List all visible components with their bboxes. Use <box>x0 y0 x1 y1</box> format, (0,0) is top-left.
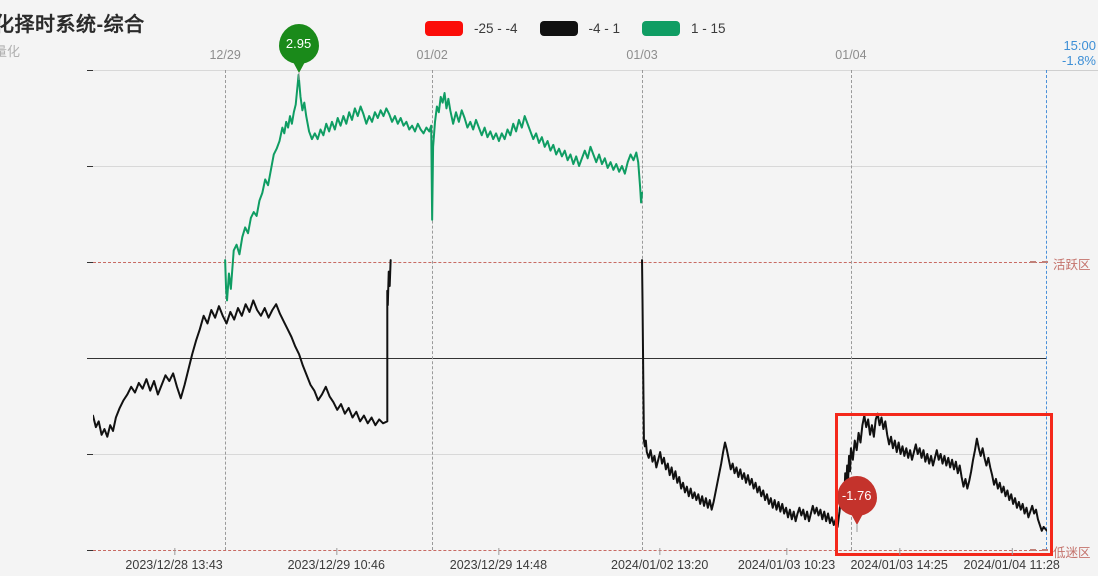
legend-label: -4 - 1 <box>588 21 621 36</box>
session-separator <box>850 70 852 550</box>
x-tick-label: 2023/12/29 10:46 <box>288 548 385 572</box>
x-tick-label: 2024/01/04 11:28 <box>963 548 1060 572</box>
session-separator-label: 01/04 <box>835 48 867 62</box>
x-tick-mark <box>174 548 176 555</box>
series-line <box>224 73 644 302</box>
zone-dash <box>1030 549 1048 551</box>
page-subtitle: 量化 <box>0 44 21 59</box>
page-title: 化择时系统-综合 <box>0 14 145 36</box>
y-tick-mark <box>87 550 93 551</box>
y-tick-mark <box>87 262 93 263</box>
x-tick-label: 2024/01/02 13:20 <box>611 548 708 572</box>
session-separator-label: 01/03 <box>626 48 658 62</box>
zone-label: 低迷区 <box>1053 546 1091 560</box>
session-separator-label: 12/29 <box>209 48 241 62</box>
high-value-marker[interactable]: 2.95 <box>278 23 319 80</box>
marker-pin-icon <box>298 71 300 80</box>
y-tick-mark <box>87 70 93 71</box>
series-line <box>93 259 392 438</box>
session-separator-label: 01/02 <box>416 48 448 62</box>
x-tick-mark <box>899 548 901 555</box>
legend-black-swatch <box>539 21 578 36</box>
legend-item[interactable]: -4 - 1 <box>539 21 643 36</box>
gridline <box>93 70 1047 71</box>
legend-label: 1 - 15 <box>691 21 726 36</box>
low-value-marker[interactable]: -1.76 <box>836 475 877 532</box>
gridline <box>93 550 1047 551</box>
zone-label: 活跃区 <box>1053 258 1091 272</box>
current-readout: 15:00 -1.8% <box>1062 38 1096 68</box>
x-tick-label: 2024/01/03 10:23 <box>738 548 835 572</box>
gridline <box>93 358 1047 359</box>
legend-item[interactable]: 1 - 15 <box>642 21 748 36</box>
legend-red-swatch <box>425 21 463 36</box>
session-separator <box>432 70 434 550</box>
marker-label: -1.76 <box>836 475 877 516</box>
current-value: -1.8% <box>1062 53 1096 68</box>
legend-item[interactable]: -25 - -4 <box>425 21 540 36</box>
gridline <box>93 166 1047 167</box>
gridline <box>93 454 1047 455</box>
x-tick-mark <box>786 548 788 555</box>
x-tick-label: 2023/12/28 13:43 <box>125 548 223 572</box>
y-tick-mark <box>87 166 93 167</box>
session-separator <box>225 70 227 550</box>
y-tick-mark <box>87 454 93 455</box>
x-tick-label: 2023/12/29 14:48 <box>450 548 547 572</box>
x-tick-mark <box>1011 548 1013 555</box>
y-tick-mark <box>87 358 93 359</box>
marker-pin-icon <box>856 523 858 532</box>
x-tick-mark <box>336 548 338 555</box>
zone-dash <box>1030 261 1048 263</box>
current-time-line <box>1046 70 1047 550</box>
marker-label: 2.95 <box>278 23 319 64</box>
x-tick-mark <box>659 548 661 555</box>
x-tick-label: 2024/01/03 14:25 <box>850 548 948 572</box>
legend-label: -25 - -4 <box>474 21 518 36</box>
chart-legend: -25 - -4 -4 - 1 1 - 15 <box>425 21 748 36</box>
x-tick-mark <box>498 548 500 555</box>
plot-area: 12/29 01/02 01/03 01/04 活跃区低迷区 2.95 -1.76 20… <box>93 23 1091 572</box>
legend-green-swatch <box>642 21 681 36</box>
current-time: 15:00 <box>1063 38 1096 53</box>
series-canvas <box>93 73 1047 532</box>
gridline <box>93 262 1047 263</box>
plot-background <box>93 70 1047 550</box>
